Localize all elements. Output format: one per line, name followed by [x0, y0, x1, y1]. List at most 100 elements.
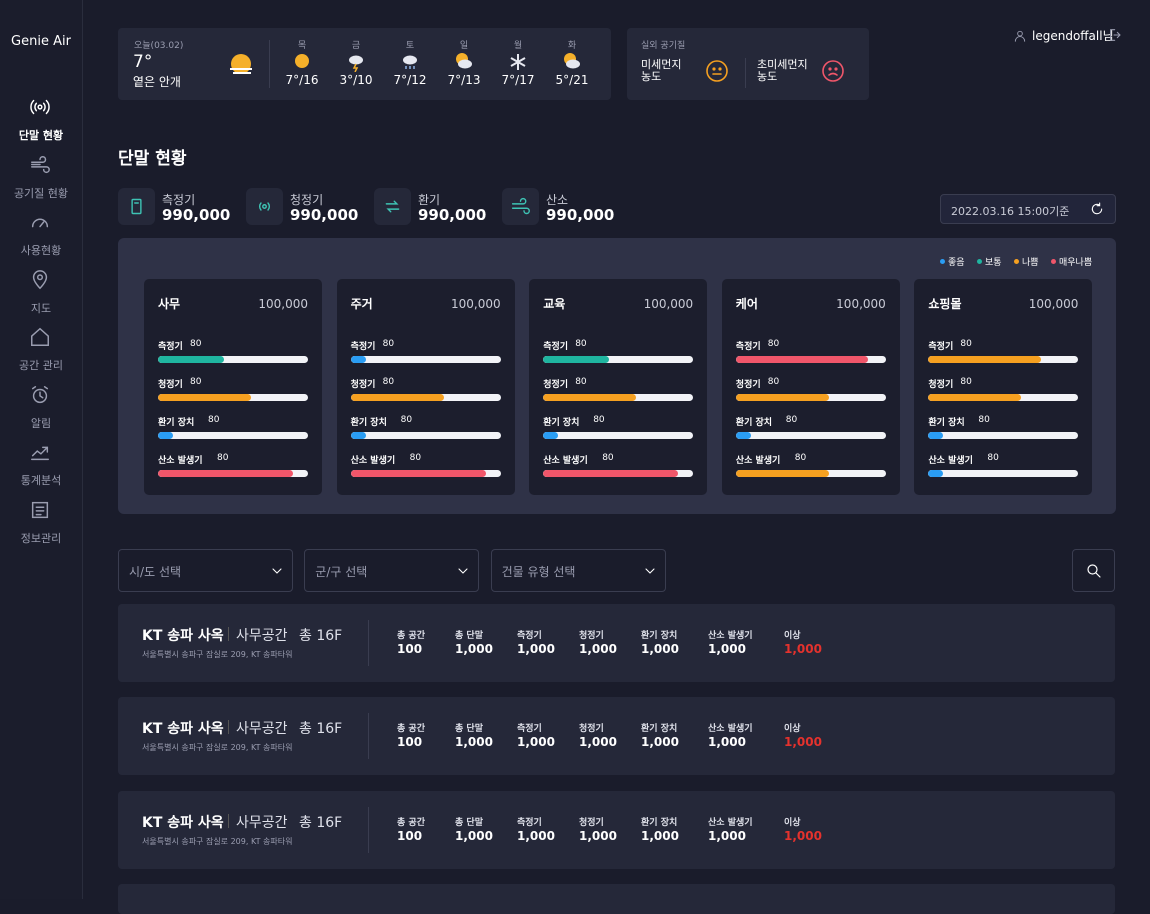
menu-item[interactable]: 단말 현황 — [0, 96, 82, 148]
stat-label: 측정기 — [517, 817, 542, 828]
bar-value: 80 — [960, 339, 972, 349]
icon — [564, 53, 580, 69]
refresh[interactable] — [1089, 201, 1105, 221]
bar-label: 환기 장치 — [543, 418, 580, 428]
drops — [405, 66, 415, 69]
stat-value: 1,000 — [784, 828, 822, 843]
summary-label: 산소 — [546, 193, 569, 207]
today-label: 오늘(03.02) — [134, 41, 184, 51]
legend-label: 보통 — [985, 258, 1002, 268]
filter-label: 시/도 선택 — [129, 565, 182, 579]
bar-value: 80 — [593, 415, 605, 425]
card-title: 쇼핑몰 — [928, 297, 962, 311]
chevron — [455, 563, 471, 583]
icon — [510, 54, 526, 70]
bar-fill — [735, 394, 829, 401]
forecast-day: 일 — [459, 41, 469, 51]
icon — [403, 55, 417, 69]
menu-item[interactable]: 공간 관리 — [0, 326, 82, 378]
bar-track — [928, 394, 1079, 401]
icon — [131, 198, 142, 215]
forecast-icon — [562, 52, 582, 76]
menu-item[interactable]: 공기질 현황 — [0, 154, 82, 206]
icon — [230, 54, 252, 74]
card-total: 100,000 — [1028, 297, 1079, 311]
forecast-day: 금 — [351, 41, 361, 51]
stat-label: 총 공간 — [397, 724, 425, 735]
bar-label: 측정기 — [158, 342, 183, 352]
row-type: 사무공간 — [236, 814, 288, 831]
bar-fill — [928, 432, 944, 439]
today-desc: 옅은 안개 — [133, 75, 181, 89]
building-row[interactable]: KT 송파 사옥 사무공간 총 16F 서울특별시 송파구 잠실로 209, KT 송… — [118, 604, 1115, 682]
timestamp-box: 2022.03.16 15:00기준 — [940, 194, 1116, 224]
menu-label: 단말 현황 — [18, 129, 64, 142]
menu-item[interactable]: 정보관리 — [0, 499, 82, 551]
menu-label: 통계분석 — [20, 474, 62, 487]
menu-icon — [29, 154, 51, 180]
air-label: 초미세먼지 농도 — [757, 58, 808, 83]
row-title: KT 송파 사옥 — [142, 721, 224, 738]
bar-value: 80 — [602, 453, 614, 463]
bar-value: 80 — [217, 453, 229, 463]
bar-fill — [543, 470, 679, 477]
building-row[interactable]: KT 송파 사옥 사무공간 총 16F 서울특별시 송파구 잠실로 209, KT 송… — [118, 790, 1115, 869]
icon — [30, 99, 50, 115]
menu-item[interactable]: 알림 — [0, 384, 82, 436]
stat-label: 청정기 — [579, 817, 604, 828]
row-address: 서울특별시 송파구 잠실로 209, KT 송파타워 — [142, 743, 293, 753]
divider — [269, 40, 270, 88]
filter-select[interactable]: 군/구 선택 — [304, 549, 480, 592]
menu-item[interactable]: 지도 — [0, 269, 82, 321]
icon — [822, 60, 844, 82]
stat-label: 이상 — [784, 631, 801, 641]
bar-track — [735, 356, 886, 363]
bar-label: 산소 발생기 — [735, 456, 781, 466]
today-icon — [224, 50, 258, 84]
summary-value: 990,000 — [162, 206, 231, 224]
bar-value: 80 — [785, 415, 798, 425]
stat-label: 환기 장치 — [641, 817, 678, 828]
filter-select[interactable]: 건물 유형 선택 — [490, 549, 666, 592]
legend-dot — [940, 259, 945, 264]
row-divider — [368, 620, 369, 666]
brand: Genie Air — [11, 34, 71, 49]
icon — [31, 327, 49, 346]
stat-label: 총 공간 — [397, 817, 425, 828]
stat-label: 산소 발생기 — [708, 631, 753, 641]
stat-label: 산소 발생기 — [708, 817, 753, 828]
logout[interactable] — [1108, 27, 1124, 47]
bar-value: 80 — [190, 339, 202, 349]
stat-value: 1,000 — [517, 828, 555, 843]
cloud — [566, 59, 580, 69]
forecast-temp: 7°/16 — [285, 73, 319, 87]
stat-value: 1,000 — [784, 735, 822, 750]
menu-label: 알림 — [30, 416, 52, 430]
bar-label: 청정기 — [928, 380, 954, 390]
bar-label: 측정기 — [735, 342, 761, 352]
air-panel: 실외 공기질 미세먼지 농도 초미세먼지 농도 — [627, 28, 869, 100]
search-button[interactable] — [1072, 549, 1115, 592]
icon — [295, 54, 309, 68]
icon — [31, 501, 49, 518]
title-divider — [228, 813, 229, 828]
filter-select[interactable]: 시/도 선택 — [118, 549, 293, 592]
bar-value: 80 — [575, 339, 587, 349]
building-row[interactable]: KT 송파 사옥 사무공간 총 16F 서울특별시 송파구 잠실로 209, KT 송… — [118, 697, 1115, 776]
summary-label: 측정기 — [162, 193, 196, 207]
menu-item[interactable]: 사용현황 — [0, 211, 82, 263]
row-address: 서울특별시 송파구 잠실로 209, KT 송파타워 — [142, 650, 293, 659]
stat-value: 1,000 — [641, 735, 679, 750]
stat-value: 1,000 — [455, 735, 493, 750]
forecast-icon — [400, 52, 420, 76]
menu-item[interactable]: 통계분석 — [0, 441, 82, 493]
icon — [31, 446, 49, 461]
bar-label: 환기 장치 — [350, 418, 387, 428]
stat-value: 1,000 — [641, 828, 679, 843]
bar-value: 80 — [575, 377, 587, 387]
stat-label: 청정기 — [579, 631, 604, 641]
bar-label: 측정기 — [543, 342, 569, 352]
